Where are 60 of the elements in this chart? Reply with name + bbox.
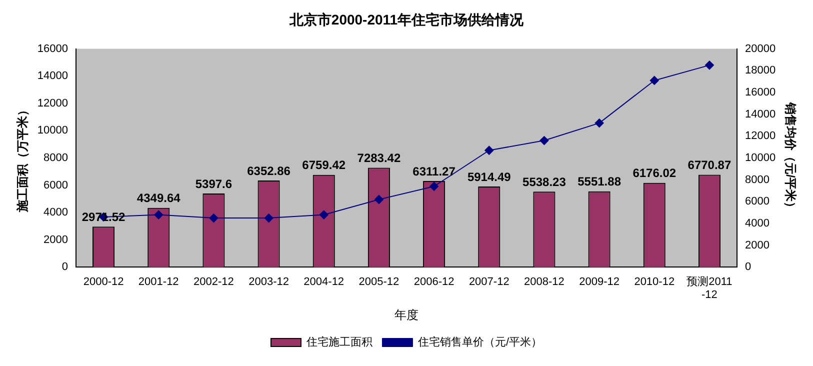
legend-label: 住宅施工面积: [306, 336, 372, 349]
chart-title: 北京市2000-2011年住宅市场供给情况: [288, 11, 525, 28]
y-tick-label: 6000: [44, 179, 68, 192]
point: [264, 214, 274, 223]
x-tick-label: 预测2011-12: [686, 276, 732, 302]
y-tick-label: 16000: [37, 42, 68, 55]
data-label: 5397.6: [195, 176, 232, 191]
x-tick-label: 2000-12: [83, 276, 124, 288]
data-label: 6759.42: [302, 158, 346, 172]
y-tick-label: 4000: [44, 206, 68, 219]
point: [154, 210, 164, 220]
point: [594, 118, 604, 128]
data-label: 7283.42: [357, 151, 401, 166]
y-tick-label: 8000: [44, 152, 68, 164]
data-label: 5551.88: [578, 174, 622, 189]
point: [209, 214, 218, 223]
y-tick-label: 10000: [37, 124, 68, 137]
y2-tick-label: 18000: [745, 64, 776, 77]
data-label: 6311.27: [412, 164, 456, 178]
data-label: 5538.23: [522, 174, 566, 189]
x-tick-label: 2008-12: [524, 276, 564, 288]
y2-tick-label: 0: [745, 261, 752, 274]
x-tick-label: 2003-12: [248, 276, 289, 288]
point: [374, 194, 384, 204]
point: [319, 210, 328, 220]
y-axis-title: 施工面积（万平米）: [16, 104, 30, 213]
data-label: 6176.02: [632, 166, 676, 180]
y2-tick-label: 4000: [745, 218, 770, 230]
point: [704, 60, 714, 70]
y2-tick-label: 14000: [745, 108, 776, 120]
y2-tick-label: 20000: [745, 42, 776, 55]
data-label: 6352.86: [247, 164, 291, 178]
x-tick-label: 2005-12: [358, 276, 400, 288]
y2-tick-label: 12000: [745, 130, 776, 142]
y-tick-label: 0: [62, 261, 68, 274]
point: [484, 146, 494, 155]
legend-label: 住宅销售单价（元/平米）: [418, 336, 542, 349]
y-tick-label: 12000: [37, 97, 68, 110]
point: [650, 76, 659, 85]
point: [430, 182, 439, 191]
y2-axis-title: 销售均价（元/平米）: [783, 101, 798, 214]
x-tick-label: 2002-12: [194, 276, 234, 288]
y2-tick-label: 10000: [745, 152, 776, 164]
x-tick-label: 2001-12: [138, 276, 179, 288]
data-label: 4349.64: [136, 191, 181, 206]
y2-tick-label: 2000: [745, 239, 770, 252]
data-label: 6770.87: [688, 158, 732, 172]
x-tick-label: 2007-12: [468, 276, 510, 288]
x-tick-label: 2010-12: [634, 276, 675, 288]
y2-tick-label: 6000: [745, 196, 770, 208]
point: [540, 136, 549, 146]
x-tick-label: 2009-12: [579, 276, 620, 288]
y2-tick-label: 8000: [745, 174, 770, 186]
x-tick-label: 2006-12: [414, 276, 454, 288]
x-axis-title: 年度: [394, 308, 418, 322]
y-tick-label: 14000: [37, 70, 68, 82]
y-tick-label: 2000: [44, 234, 68, 246]
x-tick-label: 2004-12: [304, 276, 344, 288]
data-label: 5914.49: [467, 170, 512, 184]
y2-tick-label: 16000: [745, 86, 776, 99]
